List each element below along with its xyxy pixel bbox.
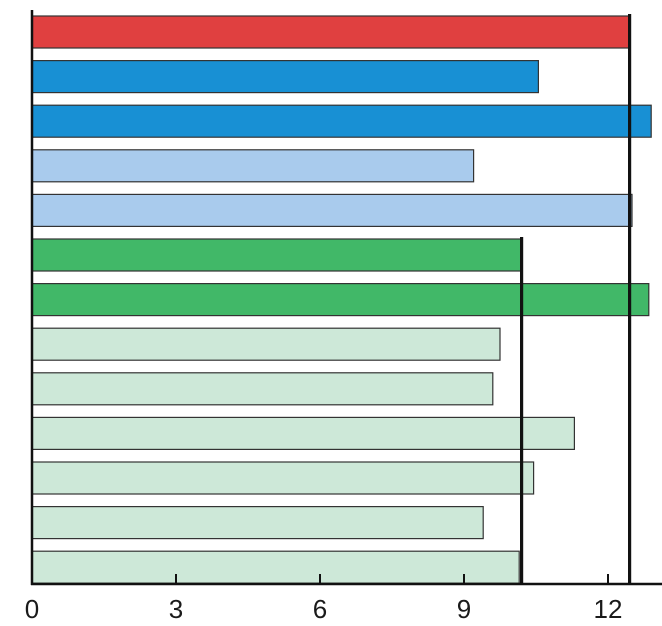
- reference-lines-layer: [519, 14, 632, 584]
- x-tick-label-12: 12: [594, 594, 623, 624]
- bar-5: [31, 193, 633, 227]
- bar-1: [31, 15, 631, 49]
- x-axis: 0 3 6 9 12: [25, 10, 662, 624]
- bar-11: [31, 461, 535, 495]
- bar-9: [31, 372, 494, 406]
- bar-7: [31, 283, 650, 317]
- bar-8: [31, 327, 501, 361]
- bar-2: [31, 59, 539, 94]
- bar-13: [31, 550, 520, 584]
- x-tick-label-6: 6: [313, 594, 327, 624]
- bar-3: [31, 104, 652, 138]
- x-tick-label-3: 3: [169, 594, 183, 624]
- bar-6: [31, 238, 523, 272]
- bars-layer: [31, 15, 652, 584]
- x-tick-label-0: 0: [25, 594, 39, 624]
- bar-4: [31, 149, 475, 183]
- bar-10: [31, 416, 576, 450]
- bar-12: [31, 506, 484, 540]
- x-tick-label-9: 9: [457, 594, 471, 624]
